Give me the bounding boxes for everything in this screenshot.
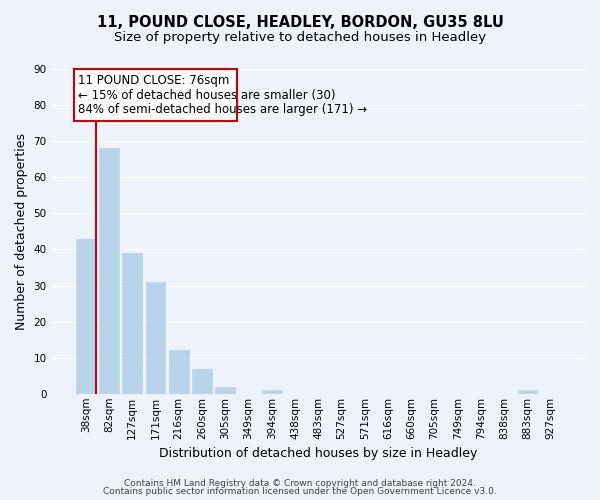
Text: Contains HM Land Registry data © Crown copyright and database right 2024.: Contains HM Land Registry data © Crown c… bbox=[124, 478, 476, 488]
Bar bbox=[262, 390, 281, 394]
Text: 11 POUND CLOSE: 76sqm: 11 POUND CLOSE: 76sqm bbox=[77, 74, 229, 88]
Y-axis label: Number of detached properties: Number of detached properties bbox=[15, 133, 28, 330]
Text: Size of property relative to detached houses in Headley: Size of property relative to detached ho… bbox=[114, 31, 486, 44]
Text: Contains public sector information licensed under the Open Government Licence v3: Contains public sector information licen… bbox=[103, 487, 497, 496]
Bar bbox=[74, 69, 237, 122]
Bar bbox=[99, 148, 119, 394]
X-axis label: Distribution of detached houses by size in Headley: Distribution of detached houses by size … bbox=[159, 447, 478, 460]
Text: 84% of semi-detached houses are larger (171) →: 84% of semi-detached houses are larger (… bbox=[77, 104, 367, 117]
Bar bbox=[122, 253, 142, 394]
Bar bbox=[192, 368, 212, 394]
Bar bbox=[76, 238, 95, 394]
Bar bbox=[215, 386, 235, 394]
Text: 11, POUND CLOSE, HEADLEY, BORDON, GU35 8LU: 11, POUND CLOSE, HEADLEY, BORDON, GU35 8… bbox=[97, 15, 503, 30]
Text: ← 15% of detached houses are smaller (30): ← 15% of detached houses are smaller (30… bbox=[77, 89, 335, 102]
Bar bbox=[518, 390, 538, 394]
Bar bbox=[146, 282, 166, 394]
Bar bbox=[169, 350, 188, 394]
